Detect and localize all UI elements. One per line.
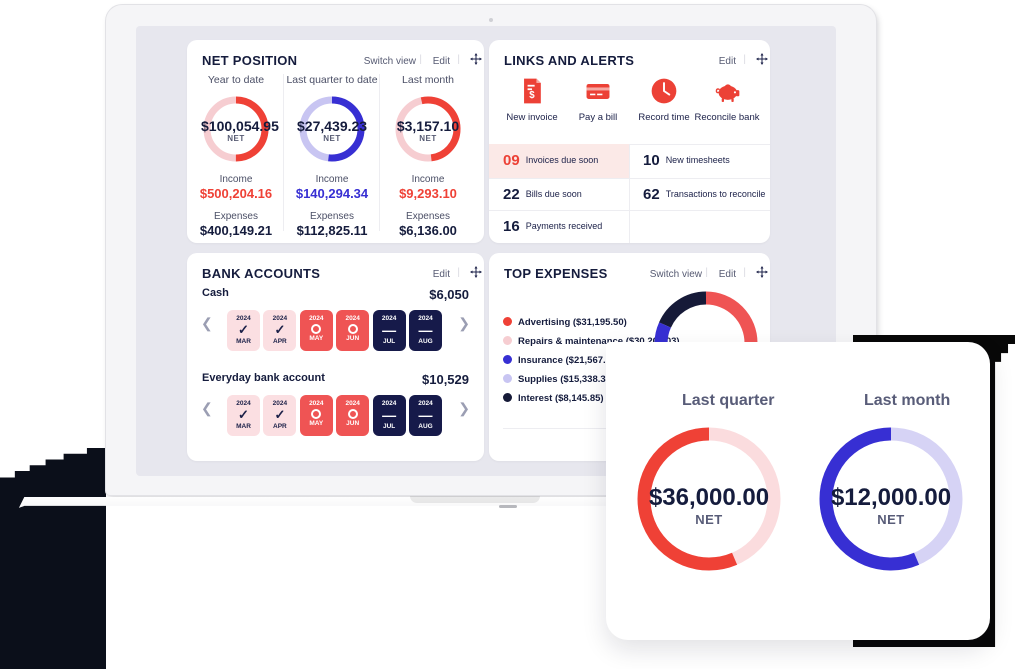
svg-text:$: $ (529, 90, 535, 101)
